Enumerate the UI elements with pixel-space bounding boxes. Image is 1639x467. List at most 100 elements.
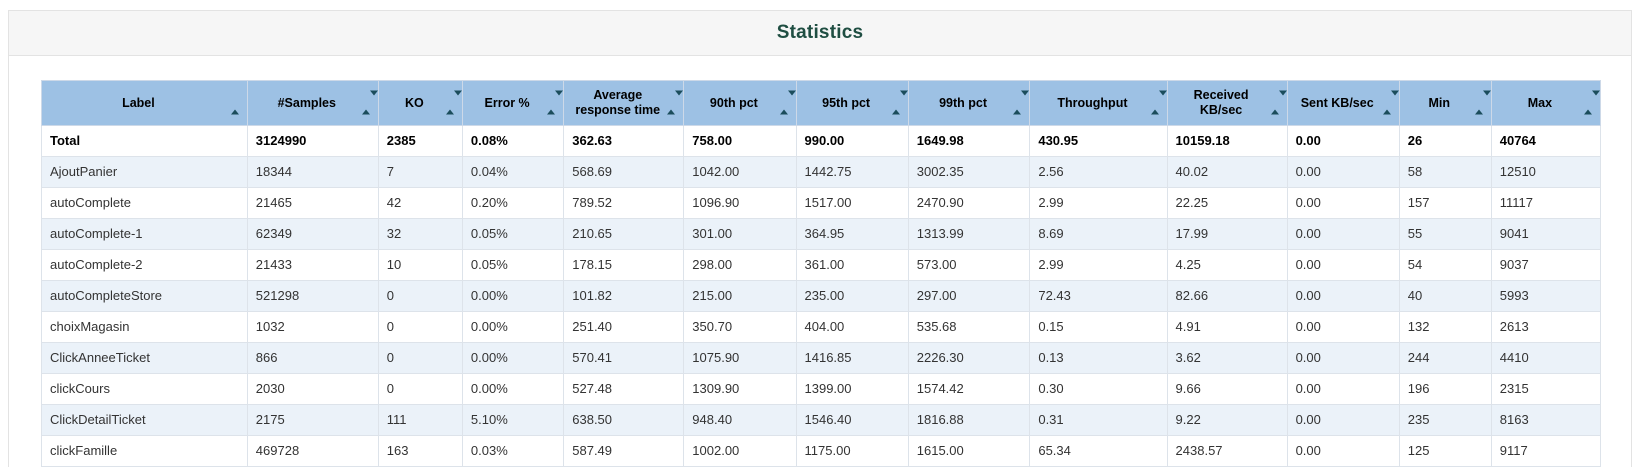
- column-header-max[interactable]: Max: [1490, 80, 1602, 126]
- label-cell: autoComplete-1: [41, 218, 248, 250]
- value-cell: 0.00: [1286, 311, 1400, 343]
- value-cell: 157: [1398, 187, 1492, 219]
- statistics-card-header: Statistics: [9, 11, 1631, 56]
- statistics-table-head: Label #Samples KO Error % Average response t…: [41, 80, 1602, 126]
- value-cell: 0.15: [1029, 311, 1168, 343]
- sort-both-icon: [1270, 90, 1287, 115]
- label-cell: clickFamille: [41, 435, 248, 467]
- column-header-sent-kb-sec[interactable]: Sent KB/sec: [1286, 80, 1400, 126]
- value-cell: 0.05%: [461, 249, 565, 281]
- value-cell: 1816.88: [907, 404, 1031, 436]
- value-cell: 9037: [1490, 249, 1602, 281]
- table-row: autoComplete 21465 42 0.20% 789.52 1096.90 151…: [41, 187, 1602, 219]
- value-cell: 235: [1398, 404, 1492, 436]
- value-cell: 2.99: [1029, 249, 1168, 281]
- table-row: autoComplete-1 62349 32 0.05% 210.65 301.00 36…: [41, 218, 1602, 250]
- label-cell: ClickDetailTicket: [41, 404, 248, 436]
- column-header-received-kb-sec[interactable]: Received KB/sec: [1166, 80, 1288, 126]
- column-header-99th-pct[interactable]: 99th pct: [907, 80, 1031, 126]
- value-cell: 404.00: [795, 311, 909, 343]
- value-cell: 0.04%: [461, 156, 565, 188]
- label-cell: AjoutPanier: [41, 156, 248, 188]
- label-cell: Total: [41, 125, 248, 157]
- sort-both-icon: [547, 90, 564, 115]
- value-cell: 535.68: [907, 311, 1031, 343]
- sort-both-icon: [1382, 90, 1399, 115]
- value-cell: 1546.40: [795, 404, 909, 436]
- value-cell: 10159.18: [1166, 125, 1288, 157]
- column-header-throughput[interactable]: Throughput: [1029, 80, 1168, 126]
- value-cell: 1649.98: [907, 125, 1031, 157]
- table-row: ClickAnneeTicket 866 0 0.00% 570.41 1075.90 14…: [41, 342, 1602, 374]
- value-cell: 55: [1398, 218, 1492, 250]
- table-row: clickCours 2030 0 0.00% 527.48 1309.90 1399.00…: [41, 373, 1602, 405]
- value-cell: 0: [377, 342, 463, 374]
- value-cell: 1175.00: [795, 435, 909, 467]
- value-cell: 2438.57: [1166, 435, 1288, 467]
- value-cell: 0.03%: [461, 435, 565, 467]
- value-cell: 65.34: [1029, 435, 1168, 467]
- table-row: autoComplete-2 21433 10 0.05% 178.15 298.00 36…: [41, 249, 1602, 281]
- value-cell: 5.10%: [461, 404, 565, 436]
- value-cell: 2613: [1490, 311, 1602, 343]
- value-cell: 4.91: [1166, 311, 1288, 343]
- column-header-error-[interactable]: Error %: [461, 80, 565, 126]
- table-row: ClickDetailTicket 2175 111 5.10% 638.50 948.4…: [41, 404, 1602, 436]
- value-cell: 1096.90: [683, 187, 797, 219]
- value-cell: 8.69: [1029, 218, 1168, 250]
- value-cell: 361.00: [795, 249, 909, 281]
- value-cell: 2385: [377, 125, 463, 157]
- value-cell: 0.00: [1286, 249, 1400, 281]
- value-cell: 3.62: [1166, 342, 1288, 374]
- value-cell: 789.52: [563, 187, 685, 219]
- value-cell: 9.22: [1166, 404, 1288, 436]
- value-cell: 1313.99: [907, 218, 1031, 250]
- value-cell: 573.00: [907, 249, 1031, 281]
- value-cell: 21433: [246, 249, 379, 281]
- value-cell: 758.00: [683, 125, 797, 157]
- value-cell: 4.25: [1166, 249, 1288, 281]
- value-cell: 1032: [246, 311, 379, 343]
- value-cell: 11117: [1490, 187, 1602, 219]
- value-cell: 0.31: [1029, 404, 1168, 436]
- value-cell: 1042.00: [683, 156, 797, 188]
- column-header-95th-pct[interactable]: 95th pct: [795, 80, 909, 126]
- value-cell: 1574.42: [907, 373, 1031, 405]
- value-cell: 0.00: [1286, 218, 1400, 250]
- sort-both-icon: [1013, 90, 1030, 115]
- table-row-total: Total 3124990 2385 0.08% 362.63 758.00 990.00 1…: [41, 125, 1602, 157]
- value-cell: 5993: [1490, 280, 1602, 312]
- value-cell: 18344: [246, 156, 379, 188]
- value-cell: 1309.90: [683, 373, 797, 405]
- value-cell: 0: [377, 311, 463, 343]
- value-cell: 26: [1398, 125, 1492, 157]
- value-cell: 430.95: [1029, 125, 1168, 157]
- value-cell: 9.66: [1166, 373, 1288, 405]
- label-cell: autoComplete-2: [41, 249, 248, 281]
- value-cell: 2.99: [1029, 187, 1168, 219]
- statistics-table-body: Total 3124990 2385 0.08% 362.63 758.00 990.00 1…: [41, 125, 1602, 467]
- column-header-min[interactable]: Min: [1398, 80, 1492, 126]
- value-cell: 3124990: [246, 125, 379, 157]
- value-cell: 0.00%: [461, 311, 565, 343]
- header-row: Label #Samples KO Error % Average response t…: [41, 80, 1602, 126]
- sort-both-icon: [779, 90, 796, 115]
- column-header-average-response-time[interactable]: Average response time: [563, 80, 685, 126]
- value-cell: 2.56: [1029, 156, 1168, 188]
- label-cell: choixMagasin: [41, 311, 248, 343]
- value-cell: 40.02: [1166, 156, 1288, 188]
- value-cell: 3002.35: [907, 156, 1031, 188]
- value-cell: 125: [1398, 435, 1492, 467]
- value-cell: 215.00: [683, 280, 797, 312]
- column-header--samples[interactable]: #Samples: [246, 80, 379, 126]
- value-cell: 364.95: [795, 218, 909, 250]
- statistics-card: Statistics Label #Samples KO Error % Average…: [8, 10, 1632, 467]
- column-header-ko[interactable]: KO: [377, 80, 463, 126]
- value-cell: 0.00: [1286, 156, 1400, 188]
- column-header-90th-pct[interactable]: 90th pct: [683, 80, 797, 126]
- sort-both-icon: [1584, 90, 1600, 115]
- column-header-label[interactable]: Label: [41, 80, 248, 126]
- value-cell: 568.69: [563, 156, 685, 188]
- value-cell: 0.00: [1286, 125, 1400, 157]
- value-cell: 2226.30: [907, 342, 1031, 374]
